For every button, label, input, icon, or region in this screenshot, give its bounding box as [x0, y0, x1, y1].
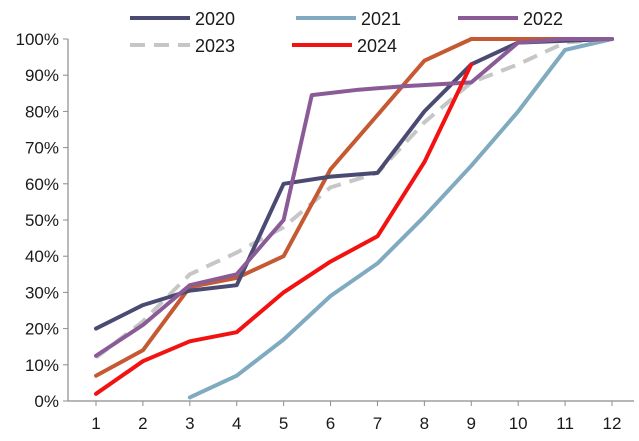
- legend-label-2021: 2021: [361, 9, 401, 29]
- series-line-2022: [94, 37, 614, 358]
- legend: 2020 2021 2022 2023 2024: [130, 9, 563, 56]
- x-tick-label-9: 9: [467, 414, 476, 433]
- y-tick-label-70: 70%: [25, 139, 59, 158]
- legend-item-2022: 2022: [458, 9, 563, 29]
- x-tick-label-8: 8: [420, 414, 429, 433]
- legend-label-2023: 2023: [195, 36, 235, 56]
- y-tick-label-100: 100%: [16, 30, 59, 49]
- legend-item-2021: 2021: [296, 9, 401, 29]
- y-tick-label-40: 40%: [25, 247, 59, 266]
- series-line-2024: [94, 62, 474, 396]
- legend-label-2022: 2022: [523, 9, 563, 29]
- series-line-unlabeled: [94, 37, 614, 378]
- x-tick-label-7: 7: [373, 414, 382, 433]
- y-tick-label-50: 50%: [25, 211, 59, 230]
- y-tick-label-0: 0%: [34, 392, 59, 411]
- x-tick-label-12: 12: [603, 414, 622, 433]
- x-tick-label-10: 10: [509, 414, 528, 433]
- axes: 0%10%20%30%40%50%60%70%80%90%100%1 2 3 4 5 6 7…: [16, 30, 634, 433]
- legend-label-2024: 2024: [357, 36, 397, 56]
- x-tick-label-2: 2: [138, 414, 147, 433]
- x-tick-label-11: 11: [556, 414, 574, 433]
- y-tick-label-80: 80%: [25, 102, 59, 121]
- series-line-2020: [94, 37, 614, 331]
- x-tick-label-3: 3: [185, 414, 194, 433]
- x-tick-label-5: 5: [279, 414, 288, 433]
- x-tick-label-1: 1: [91, 414, 100, 433]
- y-tick-label-30: 30%: [25, 283, 59, 302]
- y-tick-label-60: 60%: [25, 175, 59, 194]
- legend-label-2020: 2020: [195, 9, 235, 29]
- legend-item-2024: 2024: [292, 36, 397, 56]
- x-tick-label-4: 4: [232, 414, 241, 433]
- y-tick-label-90: 90%: [25, 66, 59, 85]
- legend-item-2023: 2023: [130, 36, 235, 56]
- legend-item-2020: 2020: [130, 9, 235, 29]
- y-tick-label-20: 20%: [25, 320, 59, 339]
- series-line-2021: [187, 37, 614, 400]
- series-lines: [94, 37, 614, 400]
- y-tick-label-10: 10%: [25, 356, 59, 375]
- x-tick-label-6: 6: [326, 414, 335, 433]
- series-line-2023: [94, 37, 613, 360]
